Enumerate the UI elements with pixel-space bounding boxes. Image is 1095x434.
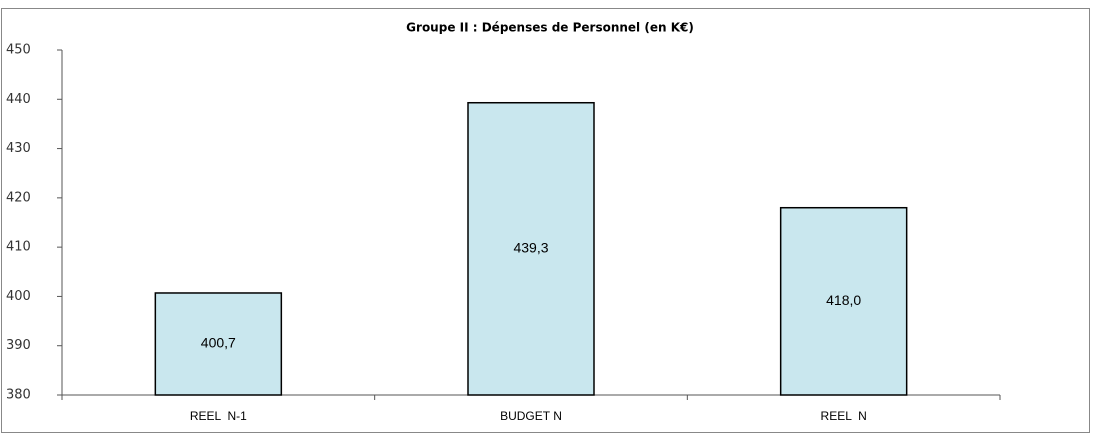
data-label: 400,7 [201, 335, 236, 351]
data-label: 418,0 [826, 292, 861, 308]
chart-title: Groupe II : Dépenses de Personnel (en K€… [406, 21, 694, 35]
y-tick-label: 380 [6, 388, 31, 403]
y-tick-label: 390 [6, 338, 31, 353]
y-tick-label: 430 [6, 141, 31, 156]
x-tick-label: BUDGET N [500, 409, 562, 423]
bar [467, 101, 595, 396]
y-tick-label: 410 [6, 240, 31, 255]
bar [154, 292, 283, 396]
x-tick-label: REEL N-1 [190, 409, 247, 423]
bar [779, 206, 908, 396]
y-tick-label: 450 [6, 43, 31, 58]
y-tick-label: 420 [6, 190, 31, 205]
x-tick-label: REEL N [821, 409, 867, 423]
data-label: 439,3 [513, 240, 548, 256]
y-tick-label: 440 [6, 92, 31, 107]
y-tick-label: 400 [6, 289, 31, 304]
